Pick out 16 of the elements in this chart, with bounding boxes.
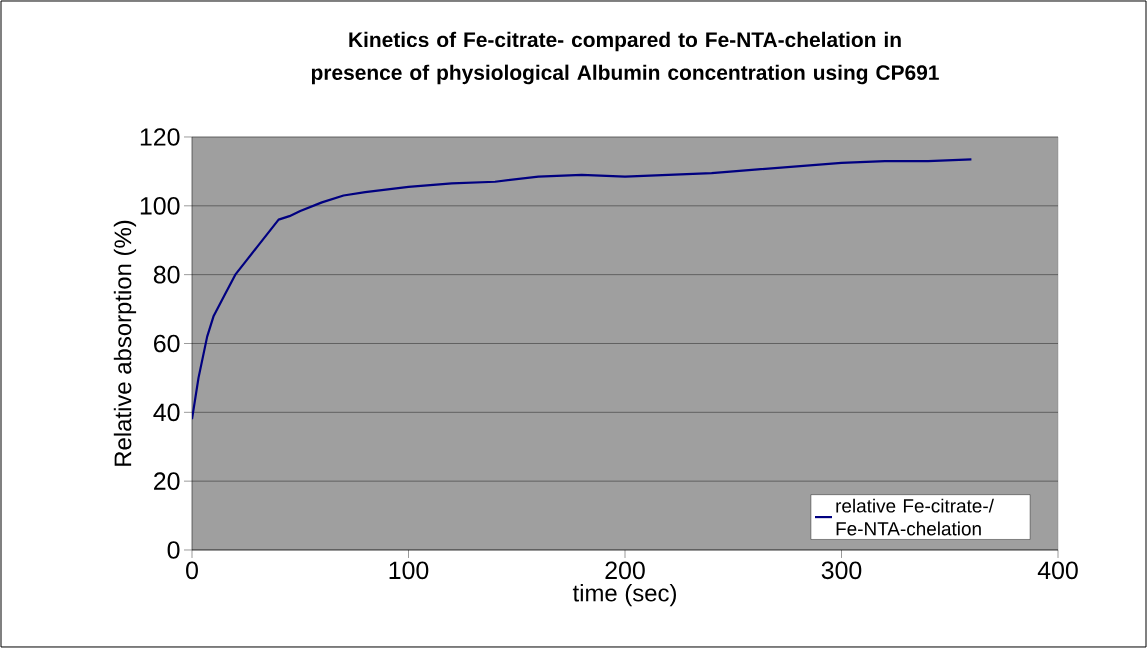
x-tick-label: 0 <box>186 561 198 580</box>
x-tick-label: 200 <box>605 561 645 580</box>
x-tick-label: 100 <box>389 561 429 580</box>
chart-title: Kinetics of Fe-citrate- compared to Fe-NTA-chelation in presence of physiological Albumin concentration using CP691 <box>311 31 939 85</box>
y-tick-label: 120 <box>140 128 180 146</box>
y-tick-label: 0 <box>167 541 180 559</box>
legend-label: relative Fe-citrate-/ Fe-NTA-chelation <box>836 498 994 536</box>
x-tick-label: 300 <box>821 561 862 580</box>
x-axis-title: time (sec) <box>572 583 676 607</box>
y-tick-label: 80 <box>153 265 180 284</box>
y-axis-title: Relative absorption (%) <box>113 220 137 466</box>
y-tick-label: 20 <box>154 472 180 490</box>
y-tick-label: 60 <box>154 334 180 353</box>
y-tick-label: 100 <box>140 197 180 215</box>
x-tick-label: 400 <box>1037 561 1078 580</box>
y-tick-label: 40 <box>153 403 180 422</box>
